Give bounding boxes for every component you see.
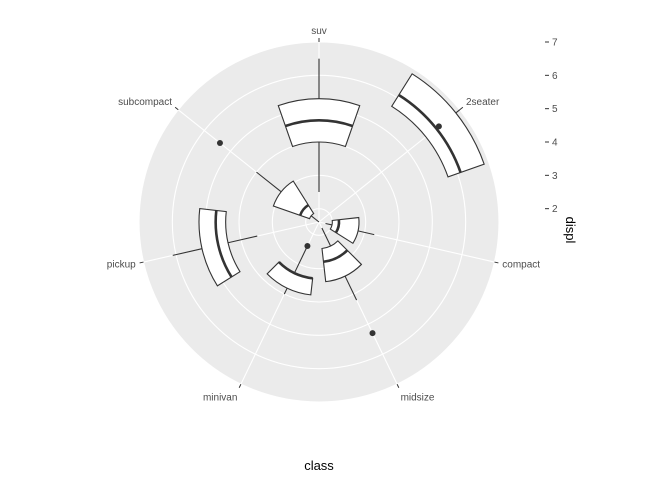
r-tick-label-2: 2 bbox=[552, 204, 558, 215]
whisker-upper-compact bbox=[357, 230, 375, 236]
tick-minivan bbox=[238, 383, 242, 388]
whisker-upper-pickup bbox=[172, 248, 203, 256]
category-label-compact: compact bbox=[502, 259, 540, 270]
box-compact bbox=[325, 216, 375, 245]
whisker-lower-compact bbox=[325, 222, 333, 226]
category-label-suv: suv bbox=[311, 26, 327, 37]
outlier-subcompact-0 bbox=[216, 140, 223, 147]
outlier-2seater-0 bbox=[435, 123, 442, 130]
category-label-midsize: midsize bbox=[401, 392, 435, 403]
median-pickup bbox=[214, 210, 233, 278]
median-midsize bbox=[323, 249, 349, 264]
box-midsize bbox=[321, 227, 376, 337]
tick-2seater bbox=[459, 106, 464, 111]
r-tick-label-5: 5 bbox=[552, 104, 558, 115]
box-subcompact bbox=[216, 140, 320, 223]
outlier-midsize-0 bbox=[369, 330, 376, 337]
whisker-upper-2seater bbox=[455, 109, 461, 114]
r-tick-label-6: 6 bbox=[552, 71, 558, 82]
category-label-pickup: pickup bbox=[107, 259, 136, 270]
box-pickup bbox=[172, 207, 258, 287]
median-compact bbox=[334, 219, 341, 234]
r-tick-label-7: 7 bbox=[552, 38, 558, 49]
outlier-minivan-0 bbox=[304, 243, 311, 250]
x-axis-title: class bbox=[304, 458, 334, 473]
median-minivan bbox=[278, 261, 313, 280]
boxplot-series bbox=[172, 58, 485, 337]
median-subcompact bbox=[298, 203, 310, 216]
tick-compact bbox=[494, 261, 499, 264]
box-body-compact bbox=[329, 216, 360, 245]
whisker-lower-midsize bbox=[321, 227, 332, 247]
category-label-subcompact: subcompact bbox=[118, 97, 172, 108]
r-tick-label-4: 4 bbox=[552, 138, 558, 149]
tick-pickup bbox=[139, 261, 144, 264]
displ-axis: 2 3 4 5 6 7 bbox=[545, 38, 558, 215]
box-minivan bbox=[266, 243, 314, 296]
box-body-midsize bbox=[321, 240, 363, 283]
box-2seater bbox=[390, 73, 485, 178]
median-suv bbox=[284, 119, 354, 128]
category-label-2seater: 2seater bbox=[466, 97, 500, 108]
whisker-lower-subcompact bbox=[310, 215, 320, 223]
whisker-upper-subcompact bbox=[256, 171, 282, 193]
category-axis: 2seater compact midsize minivan pickup subcom… bbox=[107, 26, 540, 403]
box-body-suv bbox=[277, 98, 361, 148]
y-axis-title: displ bbox=[563, 217, 578, 244]
box-suv bbox=[277, 58, 361, 192]
whisker-lower-minivan bbox=[293, 245, 308, 274]
whisker-upper-midsize bbox=[344, 275, 358, 301]
whisker-upper-minivan bbox=[283, 287, 288, 295]
r-tick-label-3: 3 bbox=[552, 171, 558, 182]
whisker-lower-pickup bbox=[227, 235, 258, 244]
median-2seater bbox=[398, 93, 462, 173]
tick-subcompact bbox=[174, 106, 179, 111]
category-label-minivan: minivan bbox=[203, 392, 237, 403]
tick-midsize bbox=[396, 383, 400, 388]
